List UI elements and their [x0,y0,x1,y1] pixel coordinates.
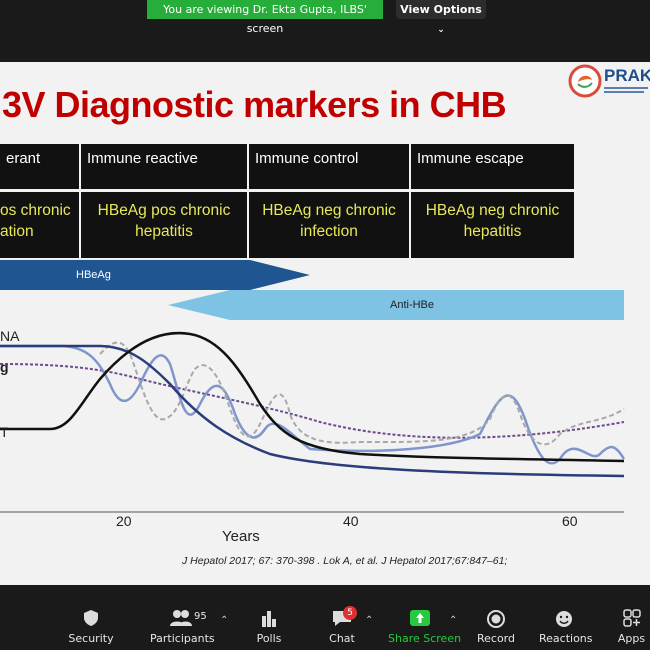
hbeag-arrow [0,260,310,290]
reactions-label: Reactions [539,632,593,645]
meeting-toolbar: Security 95 Participants ⌃ Polls 5 Chat … [0,585,650,650]
dark-blue-curve [0,344,625,478]
x-tick-20: 20 [116,513,132,529]
chevron-down-icon: ⌄ [437,25,445,35]
chevron-up-icon[interactable]: ⌃ [449,615,458,626]
share-screen-icon [410,610,430,626]
apps-icon [622,609,641,627]
top-bar: You are viewing Dr. Ekta Gupta, ILBS' sc… [0,0,650,60]
series-label-alt: T [0,424,9,440]
phase-desc-1: os chronic ation [0,192,79,258]
phase-header-3: Immune control [249,144,409,189]
hbv-dna-light-curve [0,344,626,465]
x-tick-60: 60 [562,513,578,529]
polls-label: Polls [256,632,282,645]
reference-text: J Hepatol 2017; 67: 370-398 . Lok A, et … [182,555,508,567]
chat-button[interactable]: 5 Chat [322,585,362,650]
view-options-label: View Options [400,3,482,16]
hbsag-dotted-line [0,363,625,439]
phase-arrows [0,260,624,320]
logo-tagline [604,87,648,93]
alt-black-curve [0,331,625,463]
polls-icon [262,611,276,627]
viewing-banner: You are viewing Dr. Ekta Gupta, ILBS' sc… [147,0,383,35]
record-label: Record [476,632,515,645]
series-label-dna: NA [0,328,20,344]
participants-button[interactable]: 95 Participants [150,585,215,650]
participants-count: 95 [194,611,207,622]
anti-hbe-arrow [168,290,624,320]
shared-slide: 3V Diagnostic markers in CHB PRAK erant … [0,62,650,585]
apps-label: Apps [617,632,646,645]
apps-button[interactable]: Apps [613,585,650,650]
anti-hbe-label: Anti-HBe [390,299,435,311]
chat-label: Chat [329,632,355,645]
logo-text: PRAK [604,66,650,85]
participants-label: Participants [150,632,215,645]
phase-desc-4: HBeAg neg chronic hepatitis [411,192,574,258]
marker-kinetics-graph [0,331,626,513]
phase-header-4: Immune escape [411,144,574,189]
chevron-up-icon[interactable]: ⌃ [220,615,229,626]
view-options-button[interactable]: View Options ⌄ [396,0,486,35]
phase-header-2: Immune reactive [81,144,247,189]
logo-mark-icon [568,64,602,98]
reactions-button[interactable]: Reactions [539,585,593,650]
security-label: Security [68,632,114,645]
shield-icon [84,610,98,626]
share-screen-label: Share Screen [388,632,462,645]
participants-icon [170,610,192,626]
prakruti-logo: PRAK [568,64,650,100]
series-label-ag: g [0,359,9,375]
grey-dashed-curve [99,341,625,446]
record-button[interactable]: Record [476,585,516,650]
phase-desc-2: HBeAg pos chronic hepatitis [81,192,247,258]
record-icon [487,610,505,628]
x-axis-label: Years [222,528,260,545]
polls-button[interactable]: Polls [249,585,289,650]
security-button[interactable]: Security [66,585,116,650]
slide-title: 3V Diagnostic markers in CHB [2,84,507,125]
reactions-icon [556,611,572,627]
share-screen-button[interactable]: Share Screen [388,585,462,650]
chat-badge: 5 [343,606,357,620]
phase-header-1: erant [0,144,79,189]
phase-desc-3: HBeAg neg chronic infection [249,192,409,258]
hbeag-label: HBeAg [76,269,111,281]
chevron-up-icon[interactable]: ⌃ [365,615,374,626]
x-tick-40: 40 [343,513,359,529]
